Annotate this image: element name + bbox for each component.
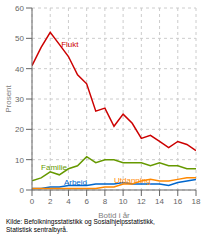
svg-text:8: 8 [103, 197, 108, 206]
svg-text:Botid i år: Botid i år [98, 211, 130, 218]
svg-text:30: 30 [15, 95, 24, 104]
svg-text:18: 18 [192, 197, 198, 206]
svg-text:16: 16 [173, 197, 182, 206]
svg-text:40: 40 [15, 65, 24, 74]
html-text:Kilde: Befolkningsstatistikk o: Kilde: Befolkningsstatistikk og Sosialhj… [6, 218, 155, 225]
svg-text:0: 0 [30, 197, 35, 206]
svg-text:10: 10 [15, 156, 24, 165]
html-text:Statistisk sentralbyrå.: Statistisk sentralbyrå. [6, 226, 68, 233]
svg-text:Flukt: Flukt [61, 40, 79, 49]
svg-text:0: 0 [20, 186, 25, 195]
svg-text:Prosent: Prosent [8, 84, 13, 112]
svg-text:12: 12 [137, 197, 146, 206]
svg-text:14: 14 [155, 197, 164, 206]
svg-text:Familie: Familie [41, 163, 67, 172]
svg-text:20: 20 [15, 125, 24, 134]
svg-text:10: 10 [119, 197, 128, 206]
svg-text:60: 60 [15, 4, 24, 13]
svg-text:Arbeid: Arbeid [64, 178, 87, 187]
svg-text:6: 6 [84, 197, 89, 206]
svg-text:50: 50 [15, 34, 24, 43]
svg-text:Utdanning: Utdanning [114, 176, 150, 185]
svg-text:2: 2 [48, 197, 53, 206]
svg-text:4: 4 [66, 197, 71, 206]
